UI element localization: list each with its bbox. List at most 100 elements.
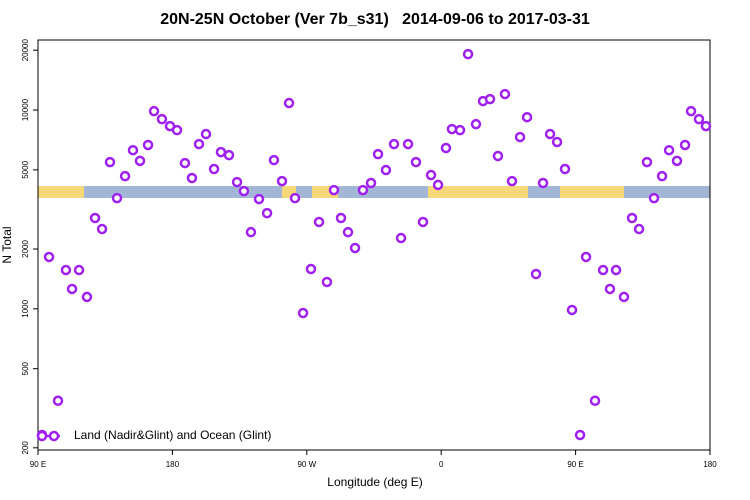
point xyxy=(506,175,518,187)
point xyxy=(186,172,198,184)
point xyxy=(238,185,250,197)
point xyxy=(349,242,361,254)
y-axis-label: N Total xyxy=(0,226,14,263)
x-tick-label: 90 W xyxy=(297,460,316,469)
point xyxy=(134,155,146,167)
point xyxy=(253,193,265,205)
point xyxy=(693,113,705,125)
point xyxy=(321,276,333,288)
x-tick-label: 180 xyxy=(166,460,180,469)
point xyxy=(127,144,139,156)
point xyxy=(200,128,212,140)
point xyxy=(171,124,183,136)
point xyxy=(276,175,288,187)
point xyxy=(566,304,578,316)
point xyxy=(626,212,638,224)
point xyxy=(559,163,571,175)
point xyxy=(119,170,131,182)
point xyxy=(223,149,235,161)
point xyxy=(454,124,466,136)
point xyxy=(417,216,429,228)
y-tick-label: 20000 xyxy=(21,38,30,61)
point xyxy=(514,131,526,143)
point xyxy=(395,232,407,244)
point xyxy=(66,283,78,295)
point xyxy=(111,192,123,204)
point xyxy=(342,226,354,238)
y-tick-label: 10000 xyxy=(21,98,30,121)
point xyxy=(208,163,220,175)
point xyxy=(589,395,601,406)
point xyxy=(81,291,93,303)
y-tick-label: 2000 xyxy=(21,240,30,258)
point xyxy=(618,291,630,303)
point xyxy=(357,184,369,196)
land-strip xyxy=(560,186,624,198)
map-strip xyxy=(38,186,710,198)
point xyxy=(148,105,160,117)
point xyxy=(179,157,191,169)
point xyxy=(96,223,108,235)
point xyxy=(215,146,227,158)
point xyxy=(499,88,511,100)
point xyxy=(633,223,645,235)
point xyxy=(537,177,549,189)
point xyxy=(283,97,295,109)
point xyxy=(297,307,309,319)
point xyxy=(671,155,683,167)
point xyxy=(551,136,563,148)
point xyxy=(268,154,280,166)
point xyxy=(335,212,347,224)
point xyxy=(574,429,586,441)
point xyxy=(313,216,325,228)
y-tick-label: 1000 xyxy=(21,299,30,317)
x-axis-label: Longitude (deg E) xyxy=(327,475,422,489)
point xyxy=(372,148,384,160)
x-tick-label: 90 E xyxy=(30,460,46,469)
legend-label: Land (Nadir&Glint) and Ocean (Glint) xyxy=(74,428,271,442)
point xyxy=(610,264,622,276)
point xyxy=(484,93,496,105)
point xyxy=(410,156,422,168)
point xyxy=(440,142,452,154)
point xyxy=(656,170,668,182)
point xyxy=(700,120,712,132)
point xyxy=(648,192,660,204)
point xyxy=(521,111,533,123)
x-tick-label: 0 xyxy=(439,460,444,469)
point xyxy=(604,283,616,295)
point xyxy=(231,176,243,188)
point xyxy=(641,156,653,168)
point xyxy=(193,138,205,150)
point xyxy=(597,264,609,276)
point xyxy=(663,144,675,156)
point xyxy=(43,251,55,263)
point xyxy=(328,184,340,196)
point xyxy=(52,395,64,406)
point xyxy=(446,123,458,135)
point xyxy=(679,139,691,151)
ocean-strip xyxy=(38,186,710,198)
point xyxy=(544,128,556,140)
plot-frame xyxy=(37,39,711,451)
point xyxy=(580,251,592,263)
point xyxy=(142,139,154,151)
point xyxy=(156,113,168,125)
point xyxy=(104,156,116,168)
chart-title: 20N-25N October (Ver 7b_s31) 2014-09-06 … xyxy=(160,11,590,28)
point xyxy=(462,48,474,60)
x-tick-label: 180 xyxy=(703,460,717,469)
point xyxy=(305,263,317,275)
point xyxy=(261,207,273,219)
point xyxy=(60,264,72,276)
point xyxy=(245,226,257,238)
point xyxy=(425,169,437,181)
y-tick-label: 200 xyxy=(21,441,30,455)
point xyxy=(289,192,301,204)
point xyxy=(470,118,482,130)
point xyxy=(73,264,85,276)
point xyxy=(685,105,697,117)
point xyxy=(530,268,542,280)
land-strip xyxy=(38,186,84,198)
